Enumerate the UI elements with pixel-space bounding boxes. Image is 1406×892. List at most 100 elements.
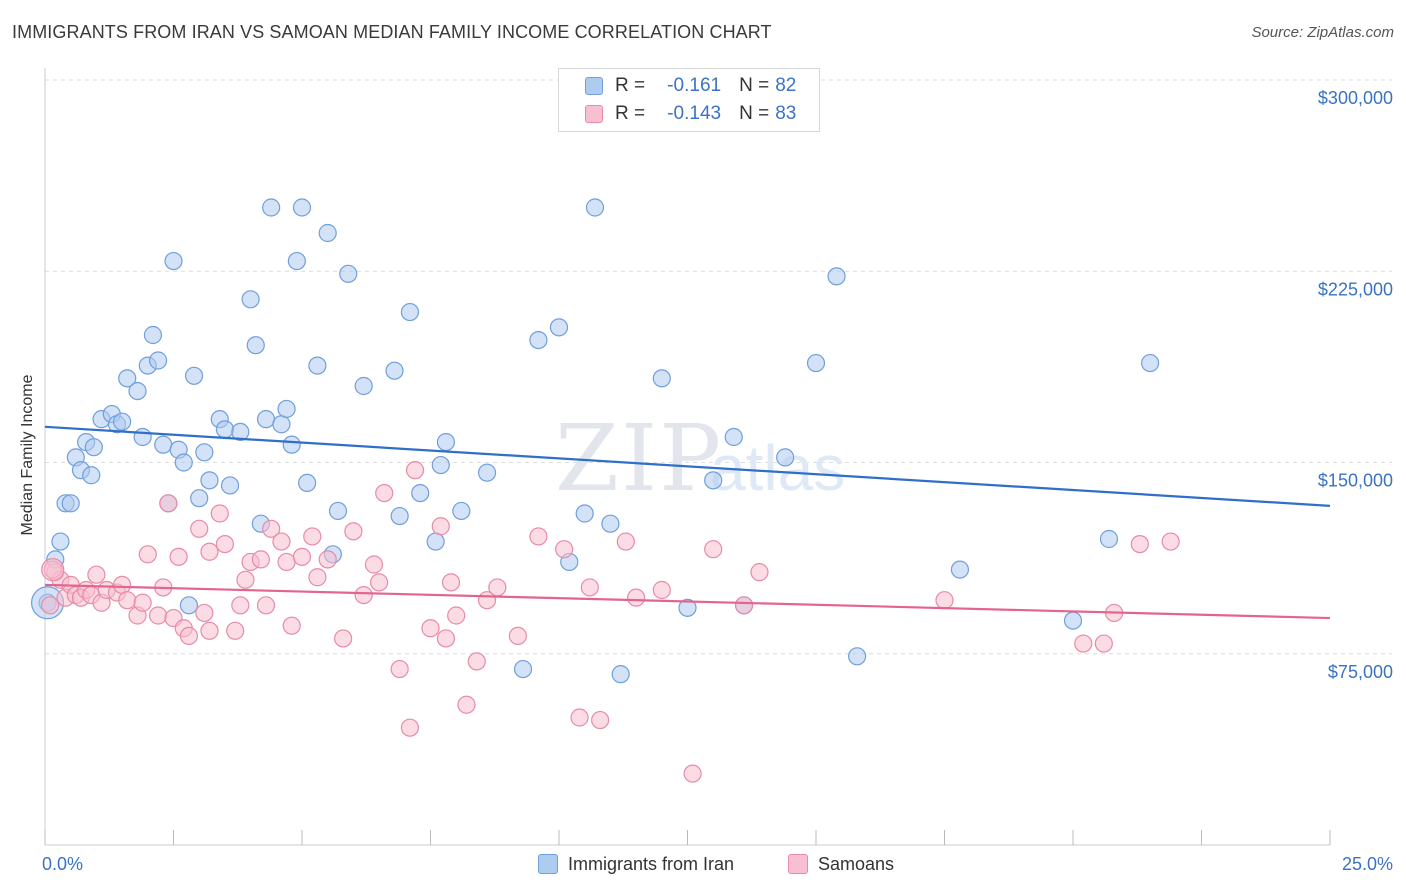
iran-point	[154, 435, 173, 454]
iran-point	[112, 412, 132, 431]
samoa-point	[508, 626, 527, 646]
samoa-point	[292, 547, 312, 566]
legend-r-label: R =	[615, 75, 646, 96]
bottom-legend-swatch-iran	[538, 854, 558, 874]
samoa-point	[447, 606, 466, 625]
samoa-point	[734, 596, 754, 615]
iran-point	[262, 198, 281, 217]
chart-title: IMMIGRANTS FROM IRAN VS SAMOAN MEDIAN FA…	[12, 22, 772, 42]
samoa-point	[354, 585, 373, 605]
legend-r-value-iran: -0.161	[667, 75, 722, 96]
samoa-point	[226, 621, 245, 640]
iran-point	[411, 484, 430, 503]
iran-point	[287, 251, 306, 271]
iran-point	[272, 415, 291, 434]
y-tick-label: $225,000	[1318, 279, 1393, 299]
samoa-point	[935, 591, 954, 610]
samoa-point	[431, 517, 450, 536]
iran-point	[195, 443, 214, 462]
bottom-legend-label-samoa: Samoans	[818, 853, 895, 874]
legend-n-label: N =	[739, 103, 770, 124]
iran-point	[436, 433, 456, 452]
samoa-point	[308, 568, 327, 587]
legend-n-value-iran: 82	[775, 75, 797, 96]
axes	[44, 68, 1331, 846]
samoa-point	[750, 563, 769, 582]
samoa-point	[441, 573, 461, 592]
samoa-point	[344, 522, 363, 541]
samoa-point	[282, 616, 301, 635]
iran-point	[164, 251, 183, 271]
iran-point	[827, 267, 846, 286]
y-axis-label: Median Family Income	[19, 374, 36, 535]
iran-point	[390, 506, 409, 526]
samoa-point	[421, 619, 440, 638]
samoa-point	[570, 708, 589, 727]
samoa-point	[251, 550, 270, 569]
samoa-point	[231, 596, 250, 615]
iran-point	[277, 399, 296, 419]
iran-point	[318, 223, 337, 243]
iran-point	[452, 501, 471, 521]
samoa-point	[652, 580, 671, 600]
iran-point	[298, 473, 317, 492]
samoa-point	[112, 575, 132, 595]
iran-point	[174, 453, 193, 472]
samoa-point	[133, 593, 152, 612]
iran-point	[118, 369, 137, 388]
legend-r-label: R =	[615, 103, 646, 124]
iran-point	[385, 361, 404, 380]
iran-point	[215, 420, 234, 439]
iran-point	[776, 448, 795, 467]
iran-point	[339, 264, 358, 283]
iran-point	[231, 422, 250, 441]
iran-point	[529, 331, 548, 350]
iran-point	[652, 369, 671, 388]
iran-point	[1063, 611, 1083, 630]
samoa-point	[190, 519, 209, 538]
samoa-point	[375, 484, 394, 503]
samoa-point	[169, 547, 188, 566]
iran-point	[292, 198, 312, 217]
samoa-point	[210, 504, 229, 523]
iran-point	[848, 647, 867, 666]
bottom-legend-swatch-samoa	[788, 854, 808, 874]
iran-point	[354, 376, 373, 396]
bottom-legend-iran: Immigrants from Iran	[538, 852, 734, 876]
iran-point	[143, 325, 163, 345]
iran-point	[585, 198, 605, 217]
iran-point	[477, 463, 497, 482]
iran-point	[308, 356, 327, 375]
iran-point	[82, 466, 101, 485]
iran-point	[200, 471, 219, 490]
samoa-point	[616, 532, 635, 551]
samoa-point	[364, 555, 384, 574]
iran-point	[133, 427, 152, 447]
iran-point	[84, 438, 103, 457]
iran-point	[678, 598, 697, 617]
iran-point	[128, 382, 147, 401]
source-label: Source: ZipAtlas.com	[1251, 24, 1394, 41]
bottom-legend-samoa: Samoans	[788, 852, 894, 876]
legend-row-iran: R = -0.161 N = 82	[585, 73, 796, 99]
iran-trendline	[44, 425, 1331, 507]
iran-point	[431, 455, 450, 475]
iran-point	[806, 353, 826, 373]
x-tick-label: 0.0%	[42, 854, 83, 874]
iran-point	[950, 560, 970, 579]
samoa-point	[148, 606, 168, 625]
samoa-point	[215, 534, 234, 554]
iran-point	[704, 471, 723, 490]
y-tick-label: $75,000	[1328, 662, 1393, 682]
iran-point	[549, 318, 569, 337]
samoa-point	[200, 542, 219, 561]
samoa-point	[683, 764, 702, 783]
samoa-point	[272, 532, 291, 551]
tick-labels: $75,000 $150,000 $225,000 $300,000 0.0% 25.0%	[42, 88, 1393, 874]
samoa-point	[529, 527, 548, 546]
samoa-point	[200, 621, 219, 640]
iran-point	[148, 351, 168, 370]
iran-point	[1099, 529, 1119, 549]
samoa-point	[405, 461, 425, 480]
